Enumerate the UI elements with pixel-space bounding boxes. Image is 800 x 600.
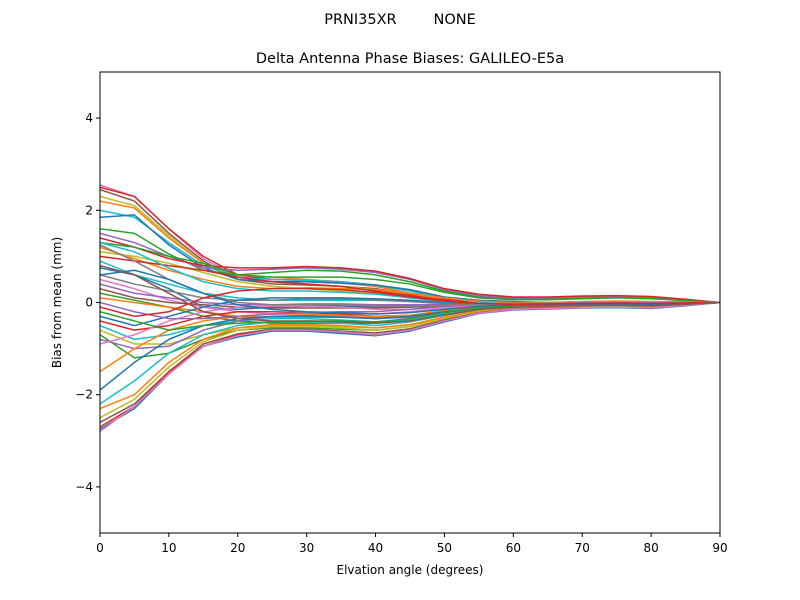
series-line-45	[100, 264, 720, 324]
series-line-38	[100, 301, 720, 433]
x-axis-label: Elvation angle (degrees)	[337, 563, 484, 577]
series-line-9	[100, 232, 720, 304]
y-tick-label: −4	[75, 480, 93, 494]
series-line-43	[100, 269, 720, 315]
series-layer	[100, 184, 720, 433]
x-tick-label: 10	[161, 541, 176, 555]
x-tick-label: 70	[575, 541, 590, 555]
x-tick-label: 90	[712, 541, 727, 555]
y-axis: −4 −2 0 2 4	[75, 111, 100, 494]
y-axis-label: Bias from mean (mm)	[50, 237, 64, 368]
series-line-11	[100, 241, 720, 304]
x-axis: 0 10 20 30 40 50 60 70 80 90	[96, 533, 728, 555]
x-tick-label: 40	[368, 541, 383, 555]
x-tick-label: 20	[230, 541, 245, 555]
x-tick-label: 60	[506, 541, 521, 555]
chart-title: Delta Antenna Phase Biases: GALILEO-E5a	[256, 51, 564, 67]
y-tick-label: −2	[75, 388, 93, 402]
x-tick-label: 50	[437, 541, 452, 555]
x-tick-label: 80	[643, 541, 658, 555]
y-tick-label: 2	[85, 203, 93, 217]
figure-suptitle: PRNI35XR NONE	[324, 12, 476, 28]
x-tick-label: 0	[96, 541, 104, 555]
x-tick-label: 30	[299, 541, 314, 555]
series-line-10	[100, 237, 720, 304]
series-line-44	[100, 287, 720, 318]
y-tick-label: 0	[85, 296, 93, 310]
y-tick-label: 4	[85, 111, 93, 125]
series-line-12	[100, 246, 720, 304]
